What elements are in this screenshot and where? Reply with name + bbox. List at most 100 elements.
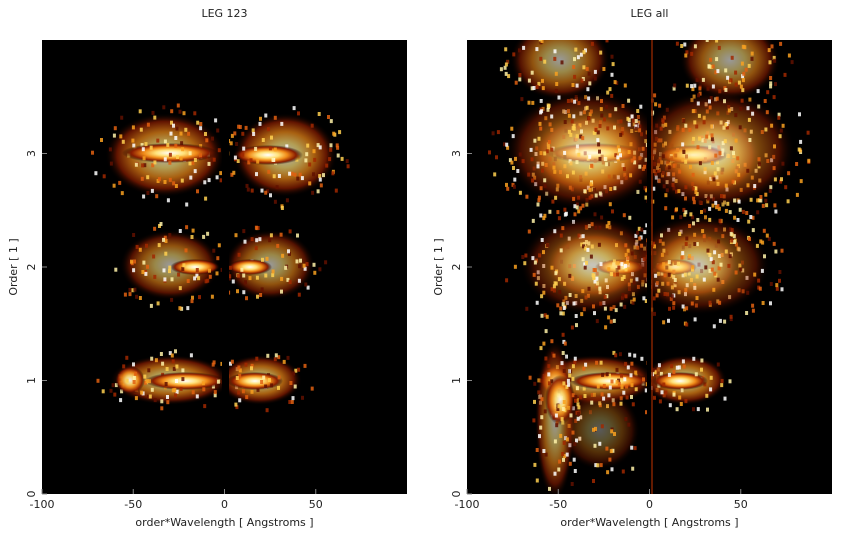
heatmap-cell: [506, 186, 510, 191]
heatmap-cell: [717, 45, 721, 50]
heatmap-cell: [144, 271, 148, 276]
heatmap-cell: [807, 158, 811, 163]
heatmap-cell: [241, 131, 245, 136]
heatmap-cell: [113, 392, 117, 397]
heatmap-cell: [738, 11, 741, 15]
heatmap-cell: [186, 306, 190, 311]
heatmap-cell: [587, 96, 591, 101]
heatmap-cell: [610, 272, 614, 277]
heatmap-cell: [543, 178, 547, 183]
heatmap-cell: [547, 140, 551, 144]
heatmap-cell: [594, 225, 598, 230]
heatmap-cell: [579, 134, 583, 139]
heatmap-cell: [687, 25, 690, 29]
heatmap-cell: [737, 199, 741, 204]
heatmap-cell: [191, 295, 194, 300]
heatmap-cell: [732, 240, 736, 244]
heatmap-cell: [140, 176, 144, 181]
heatmap-cell: [513, 264, 517, 269]
heatmap-cell: [584, 246, 588, 251]
heatmap-cell: [298, 172, 302, 177]
heatmap-cell: [780, 287, 784, 292]
heatmap-cell: [277, 385, 280, 390]
heatmap-cell: [605, 446, 609, 451]
heatmap-cell: [196, 189, 199, 194]
heatmap-cell: [306, 285, 310, 290]
heatmap-cell: [691, 109, 695, 114]
heatmap-cell: [751, 303, 755, 308]
heatmap-cell: [685, 322, 689, 327]
heatmap-cell: [774, 249, 778, 254]
heatmap-cell: [683, 42, 687, 47]
heatmap-cell: [600, 215, 604, 220]
heatmap-cell: [605, 40, 609, 43]
heatmap-cell: [715, 96, 719, 101]
heatmap-cell: [684, 196, 687, 201]
heatmap-cell: [595, 276, 599, 281]
heatmap-cell: [236, 289, 239, 294]
heatmap-cell: [182, 111, 186, 116]
heatmap-cell: [216, 128, 220, 133]
heatmap-cell: [258, 237, 262, 242]
heatmap-cell: [705, 393, 709, 398]
heatmap-cell: [552, 284, 556, 289]
heatmap-cell: [557, 95, 561, 100]
heatmap-cell: [522, 45, 526, 50]
heatmap-cell: [702, 120, 706, 125]
heatmap-cell: [561, 452, 565, 456]
heatmap-cell: [605, 294, 609, 299]
heatmap-cell: [138, 109, 142, 114]
heatmap-cell: [491, 131, 495, 136]
heatmap-cell: [514, 156, 517, 161]
heatmap-cell: [556, 303, 560, 308]
heatmap-cell: [675, 41, 679, 46]
heatmap-cell: [570, 325, 574, 330]
heatmap-cell: [125, 355, 129, 360]
heatmap-cell: [143, 163, 147, 168]
heatmap-cell: [166, 395, 169, 399]
heatmap-cell: [619, 401, 623, 406]
heatmap-cell: [544, 452, 548, 457]
heatmap-cell: [594, 128, 598, 132]
x-axis-label: order*Wavelength [ Angstroms ]: [560, 516, 738, 529]
heatmap-cell: [708, 145, 712, 150]
heatmap-cell: [229, 141, 233, 146]
heatmap-cell: [508, 158, 512, 163]
heatmap-cell: [211, 136, 214, 141]
heatmap-cell: [589, 182, 593, 187]
heatmap-cell: [631, 402, 635, 407]
heatmap-cell: [541, 78, 544, 83]
heatmap-cell: [202, 387, 206, 392]
heatmap-cell: [634, 119, 638, 123]
heatmap-cell: [734, 138, 738, 143]
heatmap-cell: [597, 242, 601, 247]
heatmap-cell: [726, 201, 730, 206]
heatmap-cell: [602, 67, 606, 71]
heatmap-cell: [537, 198, 541, 203]
heatmap-cell: [238, 398, 242, 403]
heatmap-cell: [598, 225, 602, 230]
heatmap-cell: [122, 364, 126, 369]
heatmap-cell: [604, 105, 608, 110]
heatmap-cell: [521, 255, 525, 259]
heatmap-cell: [690, 301, 694, 306]
heatmap-cell: [783, 72, 787, 77]
heatmap-cell: [653, 395, 656, 400]
heatmap-cell: [204, 196, 208, 201]
heatmap-cell: [684, 123, 688, 128]
heatmap-cell: [700, 367, 703, 372]
x-axis-label: order*Wavelength [ Angstroms ]: [135, 516, 313, 529]
heatmap-cell: [575, 205, 579, 210]
heatmap-cell: [201, 381, 205, 386]
heatmap-cell: [573, 57, 576, 62]
heatmap-cell: [724, 249, 728, 254]
heatmap-cell: [775, 30, 778, 34]
heatmap-cell: [713, 171, 717, 176]
heatmap-cell: [251, 128, 255, 133]
heatmap-cell: [554, 413, 558, 418]
heatmap-cell: [131, 288, 135, 293]
heatmap-cell: [530, 86, 534, 91]
heatmap-cell: [313, 270, 317, 275]
heatmap-cell: [746, 168, 750, 173]
heatmap-cell: [734, 70, 738, 75]
